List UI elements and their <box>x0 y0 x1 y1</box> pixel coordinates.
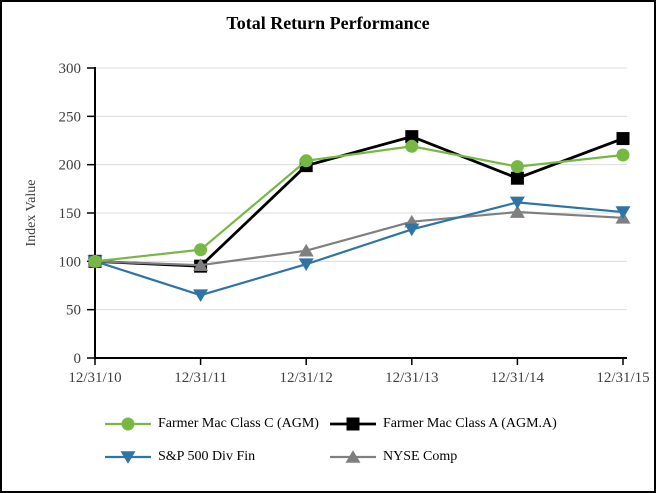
legend-label-farmer-mac-class-c: Farmer Mac Class C (AGM) <box>158 416 319 431</box>
svg-text:150: 150 <box>59 206 82 222</box>
legend-label-farmer-mac-class-a: Farmer Mac Class A (AGM.A) <box>383 416 557 431</box>
svg-text:12/31/11: 12/31/11 <box>174 370 227 386</box>
legend-label-nyse-comp: NYSE Comp <box>383 449 458 464</box>
legend-item-sp500-div-fin: S&P 500 Div Fin <box>105 448 255 466</box>
svg-text:12/31/10: 12/31/10 <box>68 370 121 386</box>
svg-text:50: 50 <box>66 303 81 319</box>
svg-text:100: 100 <box>59 254 82 270</box>
legend-item-farmer-mac-class-c: Farmer Mac Class C (AGM) <box>105 415 319 433</box>
legend-label-sp500-div-fin: S&P 500 Div Fin <box>158 449 256 464</box>
svg-text:0: 0 <box>74 351 82 367</box>
legend-item-farmer-mac-class-a: Farmer Mac Class A (AGM.A) <box>330 415 557 433</box>
svg-text:250: 250 <box>59 109 82 125</box>
svg-text:12/31/12: 12/31/12 <box>280 370 333 386</box>
svg-text:12/31/14: 12/31/14 <box>491 370 545 386</box>
triangle-up-marker-icon <box>330 450 376 463</box>
svg-text:200: 200 <box>59 158 82 174</box>
triangle-down-marker-icon <box>105 451 151 464</box>
square-marker-icon <box>330 417 376 431</box>
svg-text:12/31/13: 12/31/13 <box>385 370 438 386</box>
svg-text:300: 300 <box>59 61 82 77</box>
chart-title: Total Return Performance <box>226 13 430 33</box>
legend-item-nyse-comp: NYSE Comp <box>330 448 457 466</box>
svg-text:12/31/15: 12/31/15 <box>596 370 649 386</box>
circle-marker-icon <box>105 417 151 431</box>
